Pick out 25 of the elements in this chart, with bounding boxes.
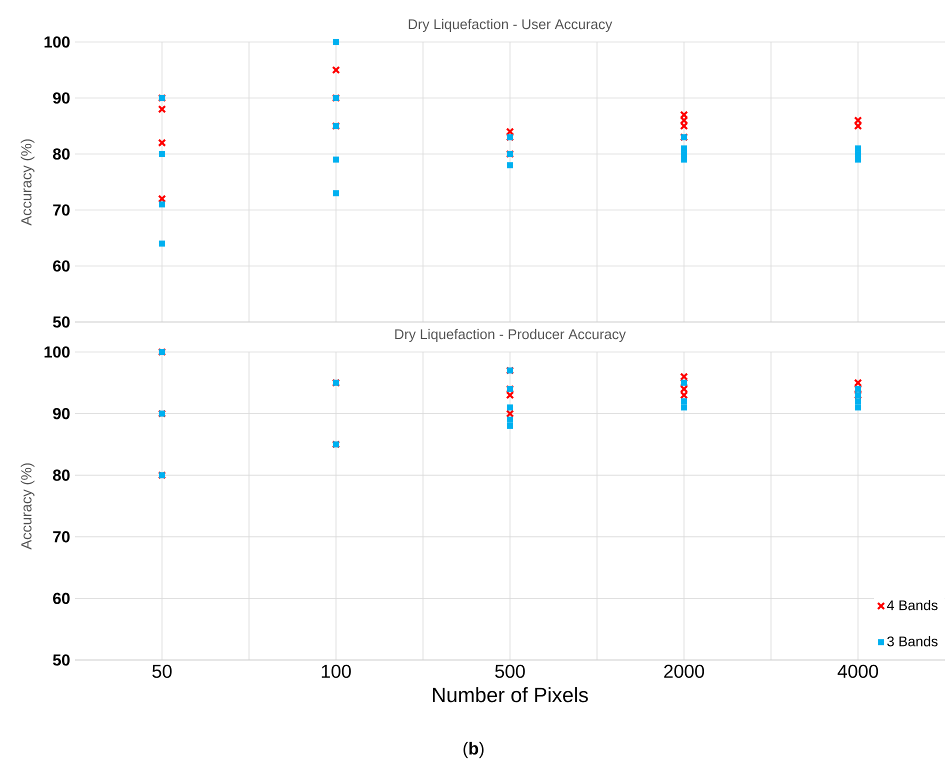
text: (b)	[464, 742, 484, 758]
chart-title: Dry Liquefaction - Producer Accuracy	[395, 328, 626, 342]
y-tick-label: 80	[53, 148, 70, 160]
y-tick-label: 60	[53, 592, 70, 604]
y-tick-label: 60	[53, 260, 70, 272]
x-tick-label: 100	[322, 664, 351, 678]
x-axis-title: Number of Pixels	[433, 687, 588, 702]
y-tick-label: 70	[53, 531, 70, 542]
chart-title: Dry Liquefaction - User Accuracy	[408, 18, 612, 32]
x-tick-label: 4000	[838, 664, 878, 678]
x-tick-label: 50	[152, 664, 172, 678]
x-tick-label: 500	[495, 664, 525, 678]
y-tick-label: 100	[44, 346, 70, 358]
y-axis-title: Accuracy (%)	[20, 463, 34, 550]
y-tick-label: 50	[53, 316, 70, 328]
y-tick-label: 90	[53, 92, 70, 104]
y-tick-label: 50	[53, 654, 70, 666]
legend-label: 4 Bands	[887, 600, 938, 610]
y-tick-label: 90	[53, 408, 70, 420]
y-tick-label: 100	[44, 36, 70, 48]
x-tick-label: 2000	[664, 664, 704, 678]
y-tick-label: 70	[53, 204, 70, 216]
y-axis-title: Accuracy (%)	[20, 139, 34, 226]
legend-label: 3 Bands	[887, 636, 938, 646]
y-tick-label: 80	[53, 470, 70, 481]
